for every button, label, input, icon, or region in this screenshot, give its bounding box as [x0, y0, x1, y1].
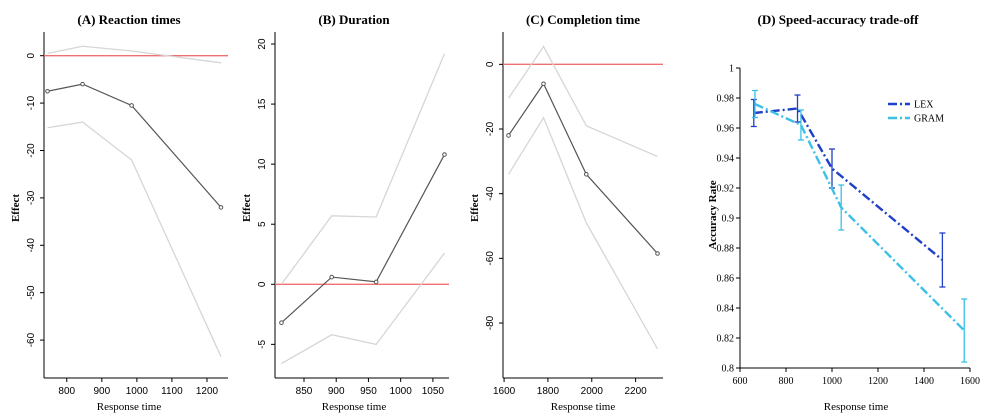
x-tick-label: 1050 — [422, 386, 445, 397]
lower-ci-line — [507, 116, 659, 350]
y-tick-label: 0.98 — [717, 94, 735, 105]
upper-ci-line — [280, 53, 446, 285]
y-tick-label: 0.86 — [717, 274, 735, 285]
data-point — [218, 205, 224, 210]
x-tick-label: 850 — [296, 386, 313, 397]
x-tick-label: 900 — [328, 386, 345, 397]
x-tick-label: 800 — [779, 376, 794, 387]
chart-title: (D) Speed-accuracy trade-off — [757, 12, 919, 27]
estimate-line — [507, 82, 658, 254]
chart-title: (A) Reaction times — [77, 12, 180, 27]
x-tick-label: 1600 — [960, 376, 980, 387]
y-tick-label: 0.88 — [717, 244, 735, 255]
y-axis-label: Accuracy Rate — [707, 180, 719, 249]
data-point — [583, 171, 589, 177]
x-tick-label: 950 — [360, 386, 377, 397]
legend: LEX GRAM — [888, 100, 944, 125]
y-tick-label: -80 — [485, 315, 496, 330]
estimate-line — [47, 83, 222, 208]
panel-completion-time: (C) Completion time Response time Effect… — [469, 12, 663, 413]
lower-ci-line — [47, 121, 222, 357]
y-tick-label: 5 — [257, 221, 268, 227]
x-tick-label: 1600 — [493, 386, 516, 397]
x-tick-label: 600 — [733, 376, 748, 387]
y-tick-label: 0.9 — [722, 214, 735, 225]
y-tick-label: 20 — [257, 38, 268, 50]
y-tick-label: -5 — [257, 339, 268, 348]
y-axis-label: Effect — [469, 194, 481, 222]
data-point — [45, 88, 50, 94]
panel-speed-accuracy: (D) Speed-accuracy trade-off Response ti… — [707, 12, 980, 413]
y-tick-label: 0.94 — [717, 154, 735, 165]
y-tick-label: 10 — [257, 158, 268, 170]
data-point — [506, 133, 511, 138]
lower-ci-line — [281, 252, 446, 365]
data-point — [541, 81, 546, 87]
panel-reaction-times: (A) Reaction times Response time Effect … — [10, 12, 228, 413]
y-tick-label: 15 — [257, 98, 268, 110]
series-line-gram — [754, 102, 966, 332]
y-tick-label: -20 — [485, 121, 496, 136]
y-tick-label: 0.84 — [717, 304, 735, 315]
x-tick-label: 2200 — [624, 386, 647, 397]
x-tick-label: 1000 — [822, 376, 842, 387]
x-tick-label: 1200 — [196, 386, 219, 397]
upper-ci-line — [47, 45, 222, 64]
panel-duration: (B) Duration Response time Effect 850 900… — [241, 12, 449, 413]
x-axis-label: Response time — [551, 401, 616, 413]
x-tick-label: 800 — [58, 386, 75, 397]
y-tick-label: -60 — [26, 332, 37, 347]
x-tick-label: 1800 — [537, 386, 560, 397]
data-point — [329, 274, 335, 280]
y-tick-label: -10 — [26, 95, 37, 110]
legend-label-gram: GRAM — [914, 114, 944, 125]
y-axis-label: Effect — [241, 194, 253, 222]
y-tick-label: 0.82 — [717, 334, 735, 345]
x-tick-label: 2000 — [581, 386, 604, 397]
upper-ci-line — [507, 45, 658, 158]
legend-label-lex: LEX — [914, 100, 934, 111]
y-tick-label: 0.8 — [722, 364, 735, 375]
x-axis-label: Response time — [824, 401, 889, 413]
chart-title: (C) Completion time — [526, 12, 640, 27]
y-tick-label: -50 — [26, 285, 37, 300]
y-tick-label: -60 — [485, 251, 496, 266]
series-line-lex — [753, 107, 944, 261]
x-axis-label: Response time — [322, 401, 387, 413]
y-tick-label: 1 — [729, 64, 734, 75]
x-tick-label: 1000 — [126, 386, 149, 397]
y-axis-label: Effect — [10, 194, 22, 222]
plot-area: 800 900 1000 1100 1200 0 -10 -20 -30 -40 -50 -60 — [26, 32, 228, 397]
y-tick-label: -40 — [26, 238, 37, 253]
x-tick-label: 900 — [93, 386, 110, 397]
y-tick-label: -20 — [26, 143, 37, 158]
x-tick-label: 1400 — [914, 376, 934, 387]
y-tick-label: 0.92 — [717, 184, 735, 195]
y-tick-label: 0.96 — [717, 124, 735, 135]
data-point — [655, 251, 660, 256]
x-tick-label: 1200 — [868, 376, 888, 387]
y-tick-label: 0 — [257, 281, 268, 287]
data-point — [129, 103, 134, 108]
y-tick-label: 0 — [26, 52, 37, 58]
y-tick-label: 0 — [485, 61, 496, 67]
y-tick-label: -30 — [26, 190, 37, 205]
chart-title: (B) Duration — [318, 12, 390, 27]
x-tick-label: 1100 — [161, 386, 183, 397]
data-point — [373, 279, 379, 285]
estimate-line — [281, 154, 446, 324]
data-point — [279, 320, 284, 326]
data-point — [80, 81, 85, 87]
y-tick-label: -40 — [485, 186, 496, 201]
plot-area: 1600 1800 2000 2200 0 -20 -40 -60 -80 — [485, 32, 663, 397]
x-axis-label: Response time — [97, 401, 162, 413]
x-tick-label: 1000 — [390, 386, 413, 397]
plot-area: 600 800 1000 1200 1400 1600 1 0.98 0.96 0.94 0.92 0… — [717, 64, 981, 388]
data-point — [442, 152, 447, 157]
